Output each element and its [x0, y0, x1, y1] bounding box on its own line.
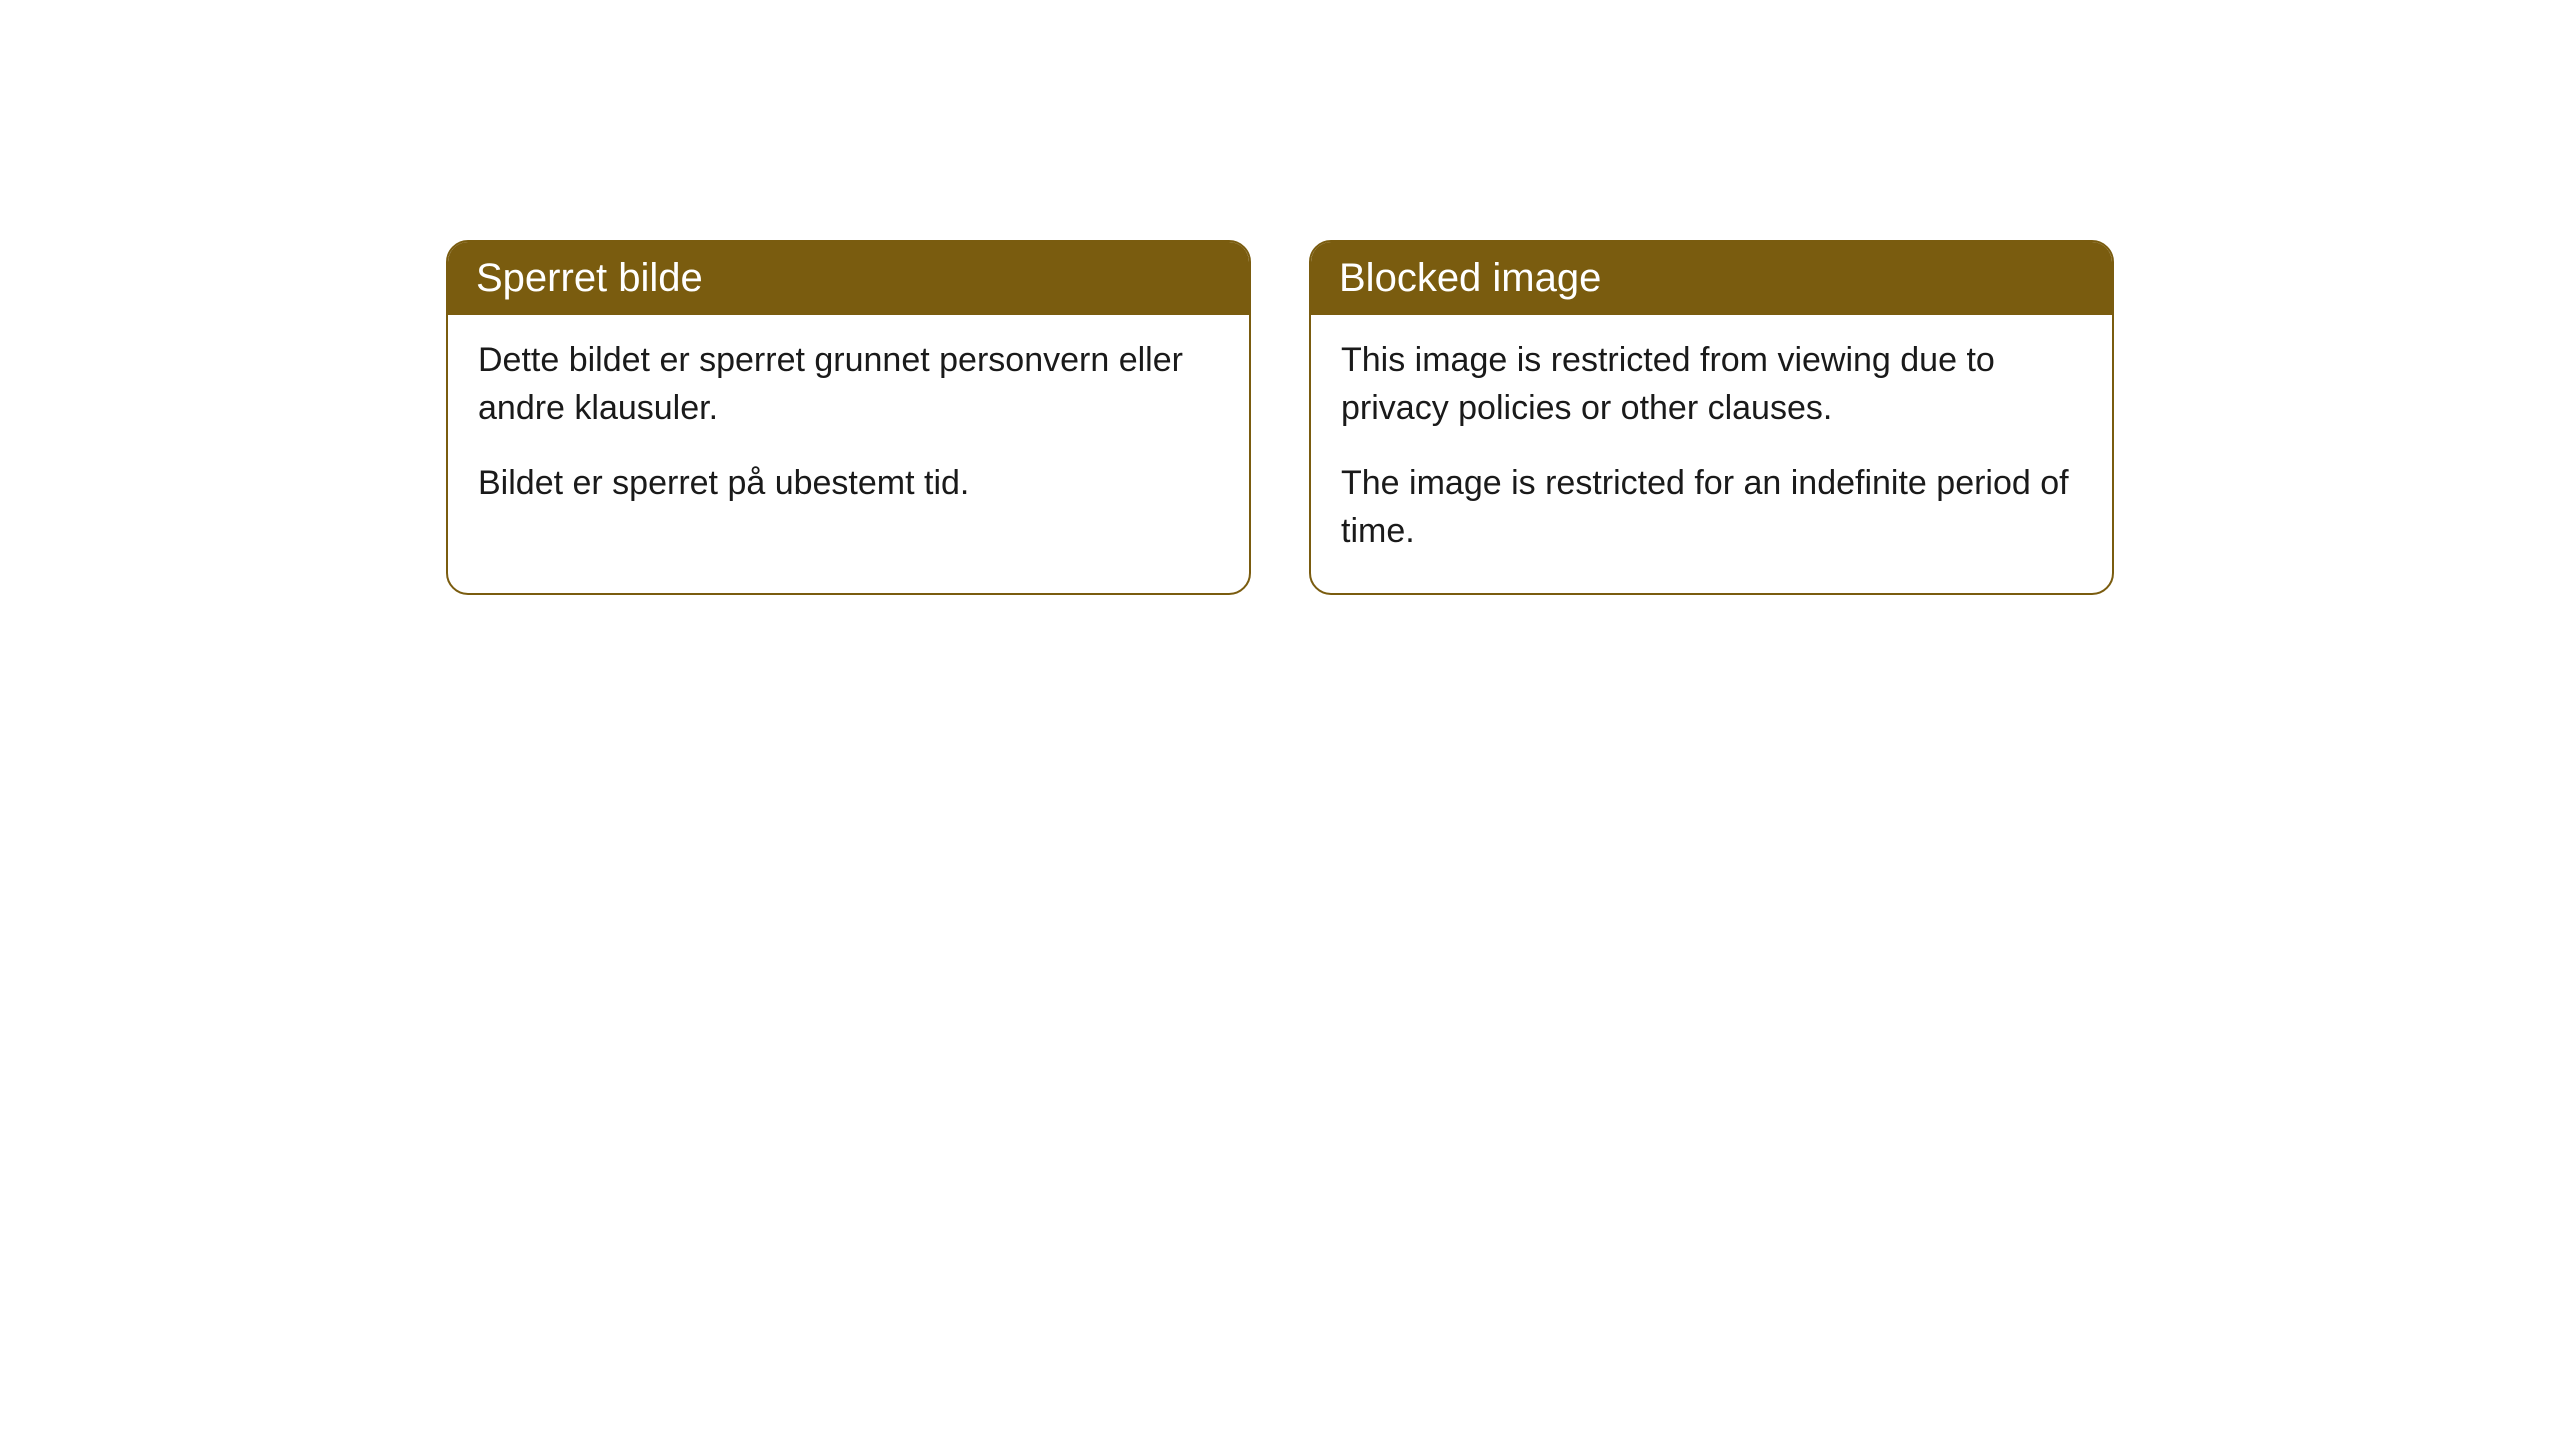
blocked-image-card-no: Sperret bilde Dette bildet er sperret gr…: [446, 240, 1251, 595]
blocked-image-card-en: Blocked image This image is restricted f…: [1309, 240, 2114, 595]
card-body-no: Dette bildet er sperret grunnet personve…: [448, 315, 1249, 546]
cards-container: Sperret bilde Dette bildet er sperret gr…: [446, 240, 2114, 595]
card-body-en: This image is restricted from viewing du…: [1311, 315, 2112, 593]
card-header-no: Sperret bilde: [448, 242, 1249, 315]
card-text-no-2: Bildet er sperret på ubestemt tid.: [478, 460, 1219, 508]
card-text-en-1: This image is restricted from viewing du…: [1341, 337, 2082, 432]
card-header-en: Blocked image: [1311, 242, 2112, 315]
card-title-no: Sperret bilde: [476, 256, 703, 300]
card-text-no-1: Dette bildet er sperret grunnet personve…: [478, 337, 1219, 432]
card-title-en: Blocked image: [1339, 256, 1601, 300]
card-text-en-2: The image is restricted for an indefinit…: [1341, 460, 2082, 555]
